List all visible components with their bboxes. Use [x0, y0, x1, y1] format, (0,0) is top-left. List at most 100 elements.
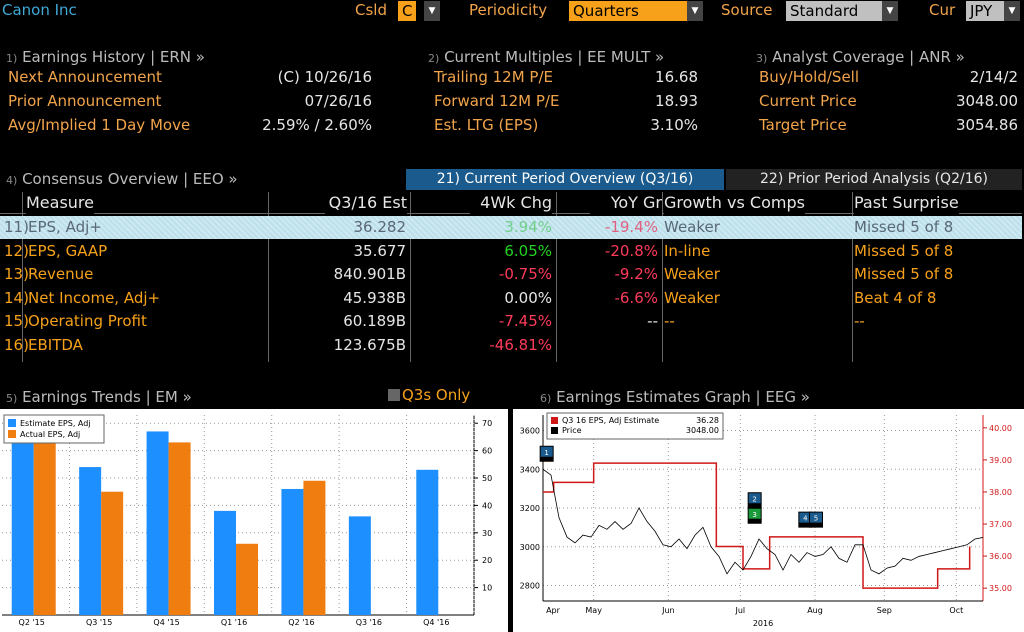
- table-cell: Weaker: [664, 265, 720, 283]
- source-select[interactable]: Standard: [786, 1, 882, 21]
- y-tick-label: 70: [482, 419, 492, 428]
- csld-select[interactable]: C: [398, 1, 417, 21]
- y-right-tick-label: 37.00: [989, 520, 1012, 529]
- list-item: Prior Announcement 07/26/16: [8, 92, 372, 110]
- estimate-bar: [416, 469, 439, 615]
- line-chart-svg: Apr May Jun Jul Aug Sep Oct2016280030003200340…: [520, 412, 1012, 628]
- table-cell: --: [647, 312, 658, 330]
- event-marker-label: 5: [814, 515, 818, 523]
- table-cell: --: [664, 312, 675, 330]
- table-row[interactable]: 12) EPS, GAAP 35.677 6.05% -20.8% In-line Miss…: [0, 240, 1022, 263]
- consensus-title[interactable]: 4) Consensus Overview | EEO »: [6, 170, 238, 188]
- actual-bar: [303, 480, 326, 615]
- table-cell: In-line: [664, 241, 711, 260]
- table-row[interactable]: 11) EPS, Adj+ 36.282 3.94% -19.4% Weaker Misse…: [0, 216, 1022, 239]
- table-cell: Net Income, Adj+: [28, 288, 161, 307]
- legend-swatch: [8, 430, 16, 438]
- table-cell: 840.901B: [333, 265, 406, 283]
- analyst-coverage-title[interactable]: 3) Analyst Coverage | ANR »: [756, 48, 965, 66]
- legend-swatch: [8, 419, 16, 427]
- legend-box: [546, 412, 724, 440]
- table-cell: 12): [4, 241, 29, 260]
- y-right-tick-label: 40.00: [989, 424, 1012, 433]
- table-cell: 16): [4, 335, 29, 354]
- chevron-down-icon[interactable]: ▼: [882, 1, 898, 21]
- chevron-down-icon[interactable]: ▼: [1004, 1, 1020, 21]
- event-marker-label: 1: [544, 449, 548, 457]
- periodicity-label: Periodicity: [469, 1, 548, 19]
- list-item: Est. LTG (EPS) 3.10%: [434, 116, 698, 134]
- table-cell: EPS, Adj+: [28, 218, 102, 236]
- table-cell: 35.677: [353, 241, 407, 260]
- source-label: Source: [721, 1, 773, 19]
- periodicity-select[interactable]: Quarters: [569, 1, 687, 21]
- table-row[interactable]: 16) EBITDA 123.675B -46.81%: [0, 334, 1022, 357]
- legend-swatch: [551, 417, 558, 424]
- x-tick-label: Q4 '15: [153, 618, 179, 627]
- table-cell: Weaker: [664, 218, 720, 236]
- y-left-tick-label: 3000: [520, 543, 540, 552]
- earnings-history-title[interactable]: 1) Earnings History | ERN »: [6, 48, 205, 66]
- checkbox-icon[interactable]: [388, 389, 400, 401]
- cur-label: Cur: [929, 1, 956, 19]
- event-marker-fill: [748, 493, 761, 504]
- list-item: Avg/Implied 1 Day Move 2.59% / 2.60%: [8, 116, 372, 134]
- earnings-trends-title[interactable]: 5) Earnings Trends | EM »: [6, 388, 192, 406]
- consensus-table: Measure Q3/16 Est 4Wk Chg YoY Gr Growth …: [0, 192, 1022, 362]
- estimate-bar: [214, 510, 236, 615]
- tab-current-period[interactable]: 21) Current Period Overview (Q3/16): [406, 169, 724, 190]
- y-tick-label: 50: [482, 474, 492, 483]
- legend-label: Q3 16 EPS, Adj Estimate: [562, 416, 659, 425]
- x-tick-label: Q2 '15: [19, 618, 45, 627]
- estimate-bar: [79, 467, 102, 615]
- earnings-estimates-title[interactable]: 6) Earnings Estimates Graph | EEG »: [540, 388, 810, 406]
- y-tick-label: 20: [482, 556, 492, 565]
- table-row[interactable]: 15) Operating Profit 60.189B -7.45% -- -- --: [0, 310, 1022, 333]
- x-tick-label: Sep: [877, 606, 892, 615]
- x-tick-label: May: [585, 606, 602, 615]
- x-tick-label: Jun: [661, 606, 675, 615]
- tab-prior-period[interactable]: 22) Prior Period Analysis (Q2/16): [726, 169, 1022, 190]
- table-cell: 14): [4, 288, 29, 307]
- y-right-tick-label: 36.00: [989, 552, 1012, 561]
- y-right-tick-label: 35.00: [989, 584, 1012, 593]
- table-cell: Missed 5 of 8: [854, 218, 954, 236]
- list-item: Forward 12M P/E 18.93: [434, 92, 698, 110]
- estimate-bar: [348, 516, 371, 615]
- table-cell: -0.75%: [498, 265, 552, 283]
- table-cell: 6.05%: [504, 241, 552, 260]
- table-cell: 11): [4, 218, 29, 236]
- event-marker-fill: [748, 508, 761, 519]
- current-multiples-panel: 2) Current Multiples | EE MULT » Trailin…: [428, 48, 700, 140]
- y-left-tick-label: 3400: [520, 465, 540, 474]
- actual-bar: [33, 436, 56, 615]
- table-cell: EBITDA: [28, 335, 83, 354]
- q3s-only-toggle[interactable]: Q3s Only: [402, 386, 471, 404]
- event-marker-fill: [810, 512, 822, 523]
- chevron-down-icon[interactable]: ▼: [687, 1, 703, 21]
- table-row[interactable]: 13) Revenue 840.901B -0.75% -9.2% Weaker Misse…: [0, 263, 1022, 286]
- actual-bar: [101, 491, 124, 615]
- cur-select[interactable]: JPY: [966, 1, 1004, 21]
- event-marker-label: 2: [752, 495, 756, 503]
- table-cell: -46.81%: [489, 335, 552, 354]
- y-left-tick-label: 3600: [520, 427, 540, 436]
- chevron-down-icon[interactable]: ▼: [424, 1, 440, 21]
- table-cell: 45.938B: [343, 288, 406, 307]
- table-cell: 0.00%: [504, 288, 552, 307]
- table-cell: 15): [4, 312, 29, 330]
- event-marker-fill: [799, 512, 812, 523]
- x-tick-label: Jul: [735, 606, 746, 615]
- list-item: Buy/Hold/Sell 2/14/2: [759, 68, 1018, 86]
- current-multiples-title[interactable]: 2) Current Multiples | EE MULT »: [428, 48, 665, 66]
- table-cell: -20.8%: [604, 241, 658, 260]
- table-row[interactable]: 14) Net Income, Adj+ 45.938B 0.00% -6.6% Weak…: [0, 287, 1022, 310]
- header-bar: Canon Inc Csld C ▼ Periodicity Quarters …: [0, 0, 1024, 22]
- y-right-tick-label: 39.00: [989, 456, 1012, 465]
- x-tick-label: Q1 '16: [221, 618, 247, 627]
- legend-box: [3, 414, 105, 444]
- event-marker-label: 3: [752, 511, 756, 519]
- y-left-tick-label: 2800: [520, 582, 540, 591]
- earnings-trends-chart: 10 20 30 40 50 60 70 Q2 '15 Q3 '15 Q4 '15 Q1 '16 Q2…: [0, 409, 508, 632]
- table-cell: [558, 333, 658, 357]
